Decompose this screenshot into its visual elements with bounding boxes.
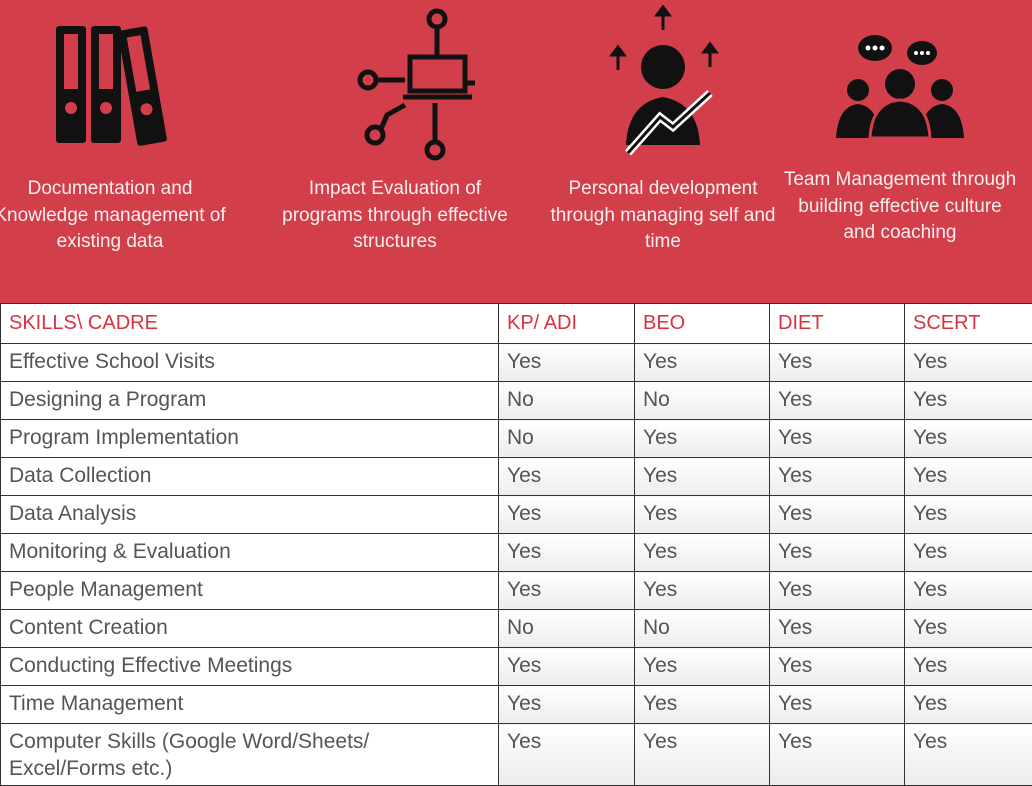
- value-cell: Yes: [635, 458, 770, 496]
- value-cell: No: [635, 382, 770, 420]
- value-cell: Yes: [499, 458, 635, 496]
- skill-cell: Effective School Visits: [1, 344, 499, 382]
- skill-cell: Time Management: [1, 686, 499, 724]
- header-skills-cadre: SKILLS\ CADRE: [1, 304, 499, 344]
- skill-cell: Program Implementation: [1, 420, 499, 458]
- value-cell: Yes: [635, 724, 770, 786]
- table-header-row: SKILLS\ CADRE KP/ ADI BEO DIET SCERT: [1, 304, 1032, 344]
- table-row: Computer Skills (Google Word/Sheets/ Exc…: [1, 724, 1032, 786]
- value-cell: Yes: [499, 344, 635, 382]
- feature-label: Team Management through building effecti…: [780, 167, 1020, 247]
- value-cell: Yes: [770, 420, 905, 458]
- feature-banner: Documentation and Knowledge management o…: [0, 0, 1032, 303]
- value-cell: Yes: [905, 648, 1032, 686]
- value-cell: Yes: [499, 534, 635, 572]
- value-cell: Yes: [905, 724, 1032, 786]
- feature-label: Impact Evaluation of programs through ef…: [275, 176, 515, 256]
- skills-table: SKILLS\ CADRE KP/ ADI BEO DIET SCERT Eff…: [0, 303, 1032, 786]
- value-cell: Yes: [635, 534, 770, 572]
- skill-cell: Monitoring & Evaluation: [1, 534, 499, 572]
- skill-cell: People Management: [1, 572, 499, 610]
- value-cell: Yes: [499, 648, 635, 686]
- value-cell: Yes: [635, 572, 770, 610]
- value-cell: No: [499, 420, 635, 458]
- value-cell: Yes: [499, 572, 635, 610]
- person-growth-icon: [598, 5, 728, 155]
- header-scert: SCERT: [905, 304, 1032, 344]
- value-cell: Yes: [499, 686, 635, 724]
- feature-label: Documentation and Knowledge management o…: [0, 176, 230, 256]
- header-beo: BEO: [635, 304, 770, 344]
- value-cell: Yes: [905, 534, 1032, 572]
- value-cell: Yes: [770, 344, 905, 382]
- team-chat-icon: [830, 28, 970, 148]
- value-cell: Yes: [905, 344, 1032, 382]
- value-cell: Yes: [635, 420, 770, 458]
- network-laptop-icon: [315, 5, 475, 165]
- value-cell: Yes: [905, 458, 1032, 496]
- value-cell: Yes: [905, 572, 1032, 610]
- value-cell: Yes: [635, 648, 770, 686]
- value-cell: Yes: [905, 610, 1032, 648]
- value-cell: Yes: [770, 382, 905, 420]
- value-cell: No: [499, 610, 635, 648]
- value-cell: Yes: [770, 610, 905, 648]
- value-cell: Yes: [499, 724, 635, 786]
- header-kp-adi: KP/ ADI: [499, 304, 635, 344]
- value-cell: Yes: [770, 534, 905, 572]
- value-cell: Yes: [770, 686, 905, 724]
- value-cell: Yes: [905, 382, 1032, 420]
- value-cell: Yes: [635, 344, 770, 382]
- feature-label: Personal development through managing se…: [543, 176, 783, 256]
- value-cell: No: [499, 382, 635, 420]
- skill-cell: Data Collection: [1, 458, 499, 496]
- skill-cell: Data Analysis: [1, 496, 499, 534]
- value-cell: Yes: [635, 686, 770, 724]
- binders-icon: [45, 20, 175, 150]
- value-cell: Yes: [770, 458, 905, 496]
- value-cell: Yes: [635, 496, 770, 534]
- value-cell: Yes: [905, 496, 1032, 534]
- header-diet: DIET: [770, 304, 905, 344]
- value-cell: Yes: [499, 496, 635, 534]
- value-cell: Yes: [770, 648, 905, 686]
- value-cell: Yes: [770, 572, 905, 610]
- skill-cell: Computer Skills (Google Word/Sheets/ Exc…: [1, 724, 499, 786]
- value-cell: Yes: [905, 420, 1032, 458]
- value-cell: Yes: [770, 724, 905, 786]
- skill-cell: Conducting Effective Meetings: [1, 648, 499, 686]
- value-cell: No: [635, 610, 770, 648]
- skill-cell: Content Creation: [1, 610, 499, 648]
- skill-cell: Designing a Program: [1, 382, 499, 420]
- value-cell: Yes: [770, 496, 905, 534]
- value-cell: Yes: [905, 686, 1032, 724]
